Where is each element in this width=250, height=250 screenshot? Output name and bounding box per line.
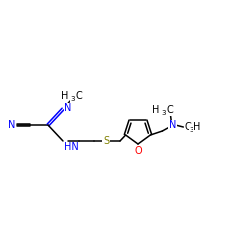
Text: N: N — [8, 120, 15, 130]
Text: H: H — [152, 105, 159, 115]
Text: N: N — [169, 120, 176, 130]
Text: C: C — [75, 91, 82, 101]
Text: N: N — [64, 103, 72, 113]
Text: 3: 3 — [161, 110, 166, 116]
Text: O: O — [134, 146, 142, 156]
Text: 3: 3 — [70, 96, 74, 102]
Text: 3: 3 — [189, 127, 194, 133]
Text: H: H — [60, 91, 68, 101]
Text: HN: HN — [64, 142, 79, 152]
Text: S: S — [103, 136, 109, 146]
Text: C: C — [184, 122, 191, 132]
Text: H: H — [193, 122, 201, 132]
Text: C: C — [166, 105, 173, 115]
